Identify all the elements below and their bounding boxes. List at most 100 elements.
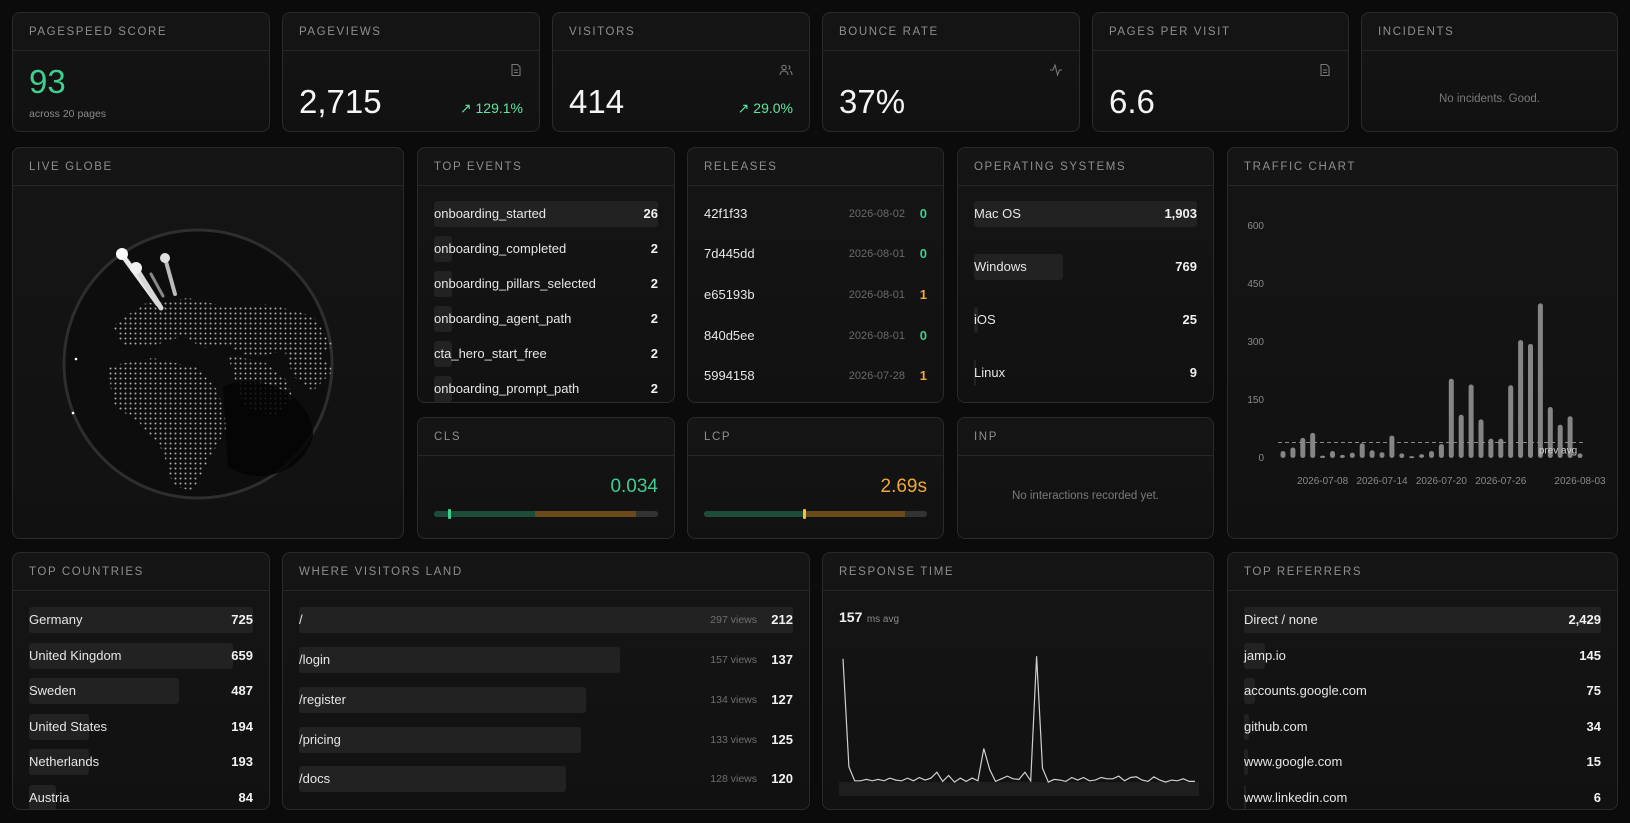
top-referrers-card[interactable]: TOP REFERRERS Direct / none 2,429 jamp.io… [1227,552,1618,810]
traffic-bar[interactable] [1438,444,1444,458]
release-row[interactable]: 5994158 2026-07-28 1 [704,368,927,388]
list-item[interactable]: Linux 9 [974,360,1197,386]
traffic-bar[interactable] [1310,432,1316,458]
list-item[interactable]: accounts.google.com 75 [1244,678,1601,704]
traffic-bar[interactable] [1478,419,1484,458]
list-item-value: 145 [1579,648,1601,663]
top-countries-card[interactable]: TOP COUNTRIES Germany 725 United Kingdom 6… [12,552,270,810]
visitor-marker [160,253,170,263]
list-item[interactable]: Austria 84 [29,785,253,809]
list-item[interactable]: cta_hero_start_free 2 [434,341,658,367]
row-bar [434,271,452,297]
traffic-bar[interactable] [1547,406,1553,458]
list-item-label: onboarding_started [434,206,547,221]
releases-card[interactable]: RELEASES 42f1f33 2026-08-02 0 7d445dd 2026-… [687,147,944,403]
traffic-bar[interactable] [1389,435,1395,458]
card-title: INCIDENTS [1378,26,1455,38]
list-item[interactable]: onboarding_completed 2 [434,236,658,262]
traffic-bar[interactable] [1300,437,1306,458]
list-item[interactable]: onboarding_started 26 [434,201,658,227]
list-item[interactable]: github.com 34 [1244,714,1601,740]
traffic-bar[interactable] [1458,414,1464,458]
y-tick-label: 300 [1247,337,1264,348]
cls-card[interactable]: CLS 0.034 [417,417,675,539]
card-title: PAGEVIEWS [299,26,382,38]
traffic-bar[interactable] [1409,456,1415,459]
traffic-bar[interactable] [1508,385,1514,458]
row-bar [1244,785,1246,809]
globe-visual[interactable] [13,186,404,538]
traffic-bar[interactable] [1518,340,1524,458]
list-item[interactable]: www.linkedin.com 6 [1244,785,1601,809]
list-item[interactable]: Germany 725 [29,607,253,633]
operating-systems-card[interactable]: OPERATING SYSTEMS Mac OS 1,903 Windows 769… [957,147,1214,403]
traffic-bar[interactable] [1359,443,1365,458]
divider [418,185,674,186]
list-item[interactable]: jamp.io 145 [1244,643,1601,669]
traffic-bar[interactable] [1498,438,1504,458]
incidents-card[interactable]: INCIDENTS No incidents. Good. [1361,12,1618,132]
list-item[interactable]: onboarding_agent_path 2 [434,306,658,332]
list-item[interactable]: www.google.com 15 [1244,749,1601,775]
release-row[interactable]: e65193b 2026-08-01 1 [704,287,927,307]
traffic-bar[interactable] [1488,438,1494,458]
traffic-bar[interactable] [1419,454,1425,458]
lcp-card[interactable]: LCP 2.69s [687,417,944,539]
pageviews-card[interactable]: PAGEVIEWS 2,715 ↗ 129.1% [282,12,540,132]
traffic-bar[interactable] [1567,416,1573,458]
list-item[interactable]: Sweden 487 [29,678,253,704]
row-bar [1244,607,1601,633]
list-item-value: 34 [1586,719,1601,734]
list-item[interactable]: /login 157 views 137 [299,647,793,673]
list-item[interactable]: Direct / none 2,429 [1244,607,1601,633]
traffic-chart[interactable]: 0 150 300 450 600 prev avg 2026-07-08 2026-07-1… [1228,186,1618,538]
traffic-bar[interactable] [1468,384,1474,458]
traffic-bar[interactable] [1330,451,1335,458]
list-item[interactable]: Windows 769 [974,254,1197,280]
release-row[interactable]: 840d5ee 2026-08-01 0 [704,328,927,348]
traffic-bar[interactable] [1280,451,1286,458]
traffic-bar[interactable] [1320,455,1326,458]
list-item[interactable]: Netherlands 193 [29,749,253,775]
traffic-bar[interactable] [1448,378,1454,458]
list-item[interactable]: Mac OS 1,903 [974,201,1197,227]
response-avg: 157 ms avg [839,609,899,627]
landing-pages-card[interactable]: WHERE VISITORS LAND / 297 views 212 /login… [282,552,810,810]
list-item[interactable]: onboarding_prompt_path 2 [434,376,658,402]
top-events-card[interactable]: TOP EVENTS onboarding_started 26 onboardi… [417,147,675,403]
list-item[interactable]: /register 134 views 127 [299,687,793,713]
list-item[interactable]: onboarding_pillars_selected 2 [434,271,658,297]
inp-card[interactable]: INP No interactions recorded yet. [957,417,1214,539]
list-item[interactable]: United States 194 [29,714,253,740]
traffic-bar[interactable] [1349,452,1355,458]
traffic-bar[interactable] [1537,303,1543,458]
list-item[interactable]: /pricing 133 views 125 [299,727,793,753]
row-bar [974,201,1197,227]
card-title: LIVE GLOBE [29,161,113,173]
x-tick-label: 2026-07-14 [1356,476,1408,487]
traffic-bar[interactable] [1577,453,1583,458]
traffic-chart-card[interactable]: TRAFFIC CHART 0 150 300 450 600 prev avg 2026-… [1227,147,1618,539]
traffic-bar[interactable] [1557,424,1563,458]
list-item-views: 297 views [710,614,757,626]
bounce-rate-card[interactable]: BOUNCE RATE 37% [822,12,1080,132]
list-item[interactable]: iOS 25 [974,307,1197,333]
traffic-bar[interactable] [1290,447,1296,458]
response-time-chart[interactable] [839,631,1199,796]
pages-per-visit-card[interactable]: PAGES PER VISIT 6.6 [1092,12,1349,132]
visitors-card[interactable]: VISITORS 414 ↗ 29.0% [552,12,810,132]
traffic-bar[interactable] [1369,450,1375,458]
list-item[interactable]: / 297 views 212 [299,607,793,633]
release-row[interactable]: 7d445dd 2026-08-01 0 [704,246,927,266]
traffic-bar[interactable] [1379,452,1385,458]
traffic-bar[interactable] [1399,453,1405,458]
release-row[interactable]: 42f1f33 2026-08-02 0 [704,206,927,226]
live-globe-card[interactable]: LIVE GLOBE [12,147,404,539]
traffic-bar[interactable] [1429,451,1434,458]
traffic-bar[interactable] [1528,343,1533,458]
traffic-bar[interactable] [1339,454,1345,458]
list-item[interactable]: /docs 128 views 120 [299,766,793,792]
pagespeed-card[interactable]: PAGESPEED SCORE 93 across 20 pages [12,12,270,132]
response-time-card[interactable]: RESPONSE TIME 157 ms avg [822,552,1214,810]
list-item[interactable]: United Kingdom 659 [29,643,253,669]
